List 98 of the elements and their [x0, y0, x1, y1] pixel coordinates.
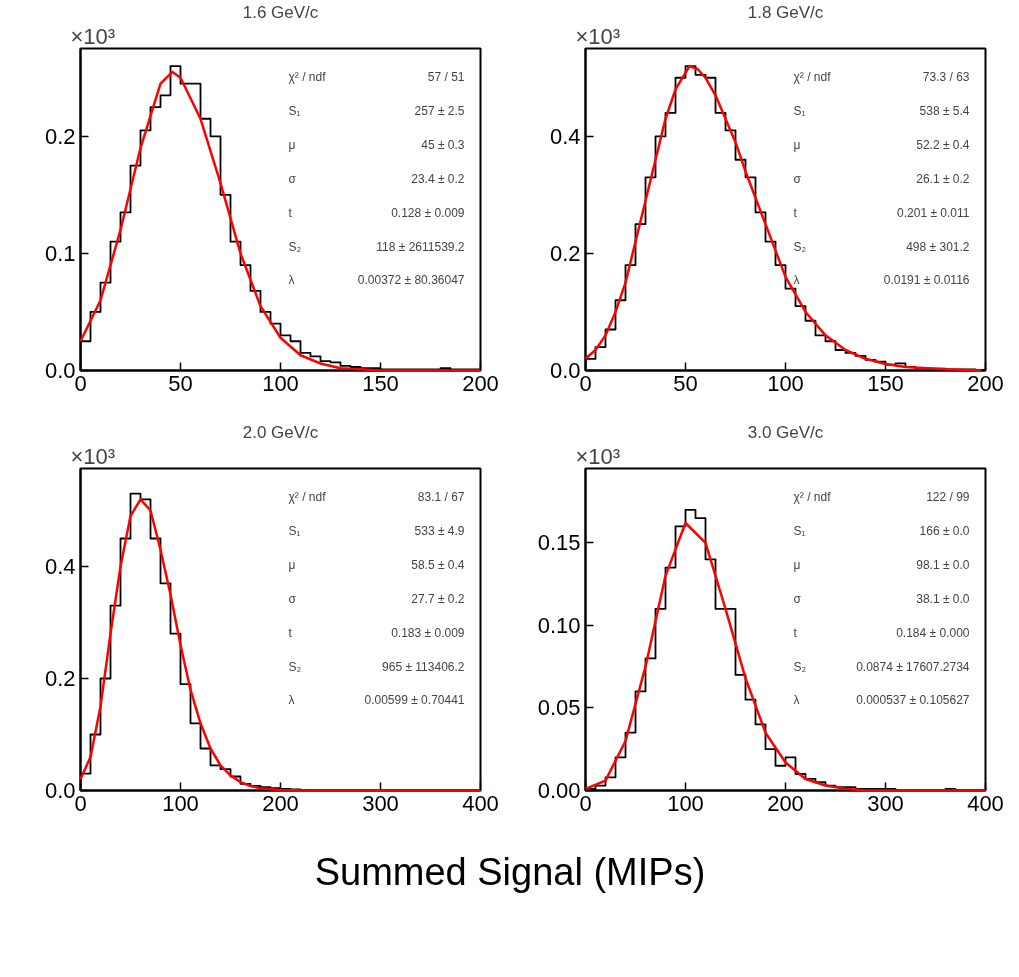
annotation: 538 ± 5.4 — [919, 104, 970, 119]
annotation: S₁ — [793, 104, 806, 119]
annotation: 498 ± 301.2 — [906, 239, 970, 254]
y-tick-label: 0.0 — [549, 358, 581, 383]
annotation: S₁ — [793, 524, 806, 539]
annotation: λ — [793, 273, 800, 288]
text: ×10³ — [70, 23, 116, 49]
annotation: 83.1 / 67 — [417, 490, 465, 505]
annotation: t — [793, 205, 798, 220]
annotation: S₂ — [288, 239, 302, 254]
annotation: t — [288, 625, 293, 640]
annotation: χ² / ndf — [288, 70, 327, 85]
annotation: 57 / 51 — [427, 70, 465, 85]
annotation: ×10³ — [70, 443, 116, 469]
annotation: ×10³ — [575, 443, 621, 469]
y-tick-label: 0.2 — [44, 666, 76, 691]
annotation: μ — [793, 138, 801, 153]
y-tick-label: 0.00 — [537, 778, 581, 803]
annotation: 26.1 ± 0.2 — [916, 171, 970, 186]
annotation: 118 ± 2611539.2 — [376, 239, 465, 254]
y-tick-label: 0.15 — [537, 530, 581, 556]
annotation: 23.4 ± 0.2 — [411, 171, 465, 186]
annotation: 27.7 ± 0.2 — [411, 591, 465, 606]
annotation: λ — [288, 693, 295, 708]
annotation: 533 ± 4.9 — [414, 524, 465, 539]
annotation: λ — [793, 693, 800, 708]
x-tick-label: 0 — [74, 790, 87, 816]
x-tick-label: 0 — [579, 370, 592, 396]
x-tick-label: 100 — [162, 790, 199, 816]
y-tick-label: 0.1 — [44, 240, 76, 266]
annotation: λ — [288, 273, 295, 288]
x-tick-label: 300 — [867, 790, 904, 816]
y-tick-label: 0.2 — [549, 240, 581, 266]
x-tick-label: 50 — [168, 370, 193, 396]
annotation: t — [288, 205, 293, 220]
annotation: 52.2 ± 0.4 — [916, 138, 970, 153]
y-tick-label: 0.4 — [549, 123, 581, 149]
annotation: S₂ — [793, 239, 807, 254]
x-tick-label: 100 — [767, 370, 804, 396]
annotation: 58.5 ± 0.4 — [411, 558, 465, 573]
annotation: S₁ — [288, 524, 301, 539]
x-tick-label: 400 — [462, 790, 499, 816]
annotation: μ — [288, 138, 296, 153]
annotation: 98.1 ± 0.0 — [916, 558, 970, 573]
x-tick-label: 200 — [262, 790, 299, 816]
x-tick-label: 200 — [462, 370, 499, 396]
y-tick-label: 0.0 — [44, 358, 76, 383]
annotation: 0.183 ± 0.009 — [391, 625, 465, 640]
annotation: 0.0191 ± 0.0116 — [883, 273, 970, 288]
annotation: 166 ± 0.0 — [919, 524, 970, 539]
x-tick-label: 400 — [967, 790, 1004, 816]
y-tick-label: 0.2 — [44, 123, 76, 149]
chart-title: 1.8 GeV/c — [747, 2, 824, 22]
x-tick-label: 100 — [262, 370, 299, 396]
annotation: 45 ± 0.3 — [421, 138, 465, 153]
annotation: 73.3 / 63 — [922, 70, 970, 85]
annotation: 38.1 ± 0.0 — [916, 591, 970, 606]
chart-title: 1.6 GeV/c — [242, 2, 319, 22]
annotation: μ — [793, 558, 801, 573]
x-tick-label: 50 — [673, 370, 698, 396]
annotation: 0.00599 ± 0.70441 — [364, 693, 465, 708]
x-tick-label: 0 — [74, 370, 87, 396]
annotation: χ² / ndf — [288, 490, 327, 505]
x-tick-label: 0 — [579, 790, 592, 816]
x-tick-label: 150 — [867, 370, 904, 396]
x-tick-label: 150 — [362, 370, 399, 396]
chart-title: 2.0 GeV/c — [242, 422, 319, 442]
annotation: 965 ± 113406.2 — [382, 659, 465, 674]
annotation: S₂ — [288, 659, 302, 674]
annotation: σ — [793, 171, 802, 186]
y-tick-label: 0.05 — [537, 695, 581, 721]
annotation: χ² / ndf — [793, 70, 832, 85]
x-tick-label: 200 — [767, 790, 804, 816]
annotation: 0.128 ± 0.009 — [391, 205, 465, 220]
annotation: 0.184 ± 0.000 — [896, 625, 970, 640]
annotation: 122 / 99 — [926, 490, 970, 505]
chart-title: 3.0 GeV/c — [747, 422, 824, 442]
text: ×10³ — [575, 23, 621, 49]
annotation: 257 ± 2.5 — [414, 104, 465, 119]
annotation: 0.000537 ± 0.105627 — [856, 693, 970, 708]
x-tick-label: 300 — [362, 790, 399, 816]
annotation: χ² / ndf — [793, 490, 832, 505]
annotation: σ — [288, 591, 297, 606]
annotation: σ — [793, 591, 802, 606]
annotation: 0.00372 ± 80.36047 — [357, 273, 465, 288]
x-tick-label: 100 — [667, 790, 704, 816]
annotation: S₂ — [793, 659, 807, 674]
x-axis-title: Summed Signal (MIPs) — [314, 850, 706, 895]
y-tick-label: 0.0 — [44, 778, 76, 803]
annotation: μ — [288, 558, 296, 573]
annotation: 0.0874 ± 17607.2734 — [856, 659, 970, 674]
annotation: σ — [288, 171, 297, 186]
annotation: S₁ — [288, 104, 301, 119]
x-tick-label: 200 — [967, 370, 1004, 396]
y-tick-label: 0.10 — [537, 612, 581, 638]
y-tick-label: 0.4 — [44, 554, 76, 579]
annotation: t — [793, 625, 798, 640]
annotation: 0.201 ± 0.011 — [897, 205, 970, 220]
